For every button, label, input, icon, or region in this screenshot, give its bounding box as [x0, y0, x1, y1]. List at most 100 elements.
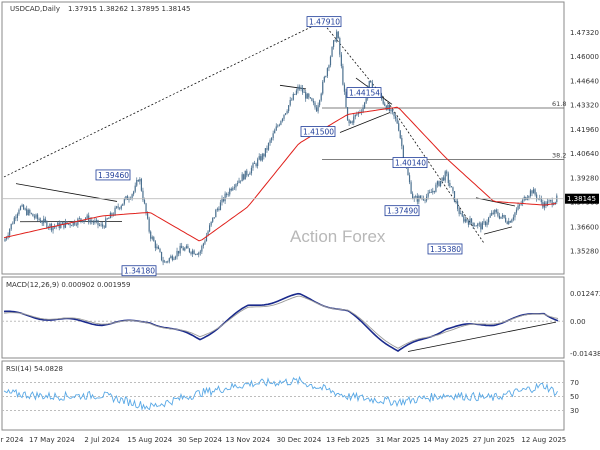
candle-body [486, 222, 488, 226]
candle-body [436, 181, 439, 185]
candle-body [66, 221, 68, 224]
symbol-title: USDCAD,Daily [10, 5, 60, 13]
time-axis-tick: 15 Aug 2024 [127, 436, 172, 444]
time-axis-tick: 3 Apr 2024 [0, 436, 24, 444]
candle-body [151, 237, 153, 239]
price-axis-tick: 1.40640 [570, 150, 599, 158]
candle-body [156, 246, 158, 249]
candle-body [308, 93, 310, 98]
candle-body [553, 204, 555, 206]
candle-body [505, 217, 507, 222]
candle-body [145, 203, 147, 214]
candle-body [54, 226, 56, 228]
candle-body [18, 209, 20, 214]
candle-body [346, 107, 349, 120]
candle-body [202, 243, 204, 246]
candle-body [305, 92, 307, 99]
candle-body [408, 175, 411, 183]
candle-body [429, 192, 431, 193]
candle-body [128, 198, 130, 200]
candle-body [199, 251, 201, 253]
time-axis-tick: 30 Dec 2024 [277, 436, 322, 444]
candle-body [250, 167, 253, 174]
candle-body [176, 250, 178, 257]
candle-body [168, 258, 170, 262]
candle-body [16, 213, 18, 218]
candle-body [72, 221, 74, 226]
price-annotation-label: 1.40140 [395, 159, 426, 168]
candle-body [288, 105, 290, 112]
candle-body [488, 217, 490, 223]
candle-body [167, 261, 169, 263]
price-annotation-label: 1.37490 [387, 207, 418, 216]
candle-body [500, 216, 502, 219]
candle-body [320, 93, 322, 101]
candle-body [412, 193, 414, 199]
candle-body [143, 199, 146, 204]
candle-body [548, 200, 550, 202]
candle-body [117, 206, 119, 208]
candle-body [447, 173, 449, 183]
candle-body [463, 216, 465, 222]
candle-body [532, 189, 535, 194]
candle-body [33, 216, 36, 218]
candle-body [298, 86, 301, 89]
candle-body [41, 222, 43, 224]
candle-body [63, 222, 65, 228]
candle-body [27, 209, 29, 216]
candle-body [348, 119, 350, 124]
candle-body [522, 199, 524, 204]
candle-body [229, 188, 231, 195]
candle-body [491, 212, 493, 216]
candle-body [415, 196, 417, 198]
price-annotation-box [121, 265, 157, 277]
current-price-badge [565, 193, 599, 204]
candle-body [534, 189, 536, 195]
candle-body [281, 118, 284, 121]
candle-body [38, 218, 40, 221]
candle-body [210, 221, 212, 226]
candle-body [517, 205, 519, 210]
candle-body [529, 190, 532, 197]
candle-body [191, 250, 194, 254]
candle-body [35, 214, 37, 218]
candle-body [364, 102, 366, 108]
candle-body [212, 217, 214, 222]
candle-body [181, 245, 183, 249]
signal-line [3, 295, 559, 349]
ohlc-readout: 1.37915 1.38262 1.37895 1.38145 [68, 5, 190, 13]
candle-body [114, 207, 116, 215]
candle-body [164, 261, 166, 263]
candle-body [261, 154, 263, 161]
candle-body [419, 195, 421, 199]
candle-body [536, 194, 538, 199]
price-annotation-box [306, 16, 342, 28]
candle-body [5, 237, 8, 240]
candle-body [430, 192, 432, 193]
candle-body [26, 208, 28, 216]
candle-body [441, 177, 443, 181]
candle-body [336, 31, 338, 42]
candle-body [116, 206, 118, 208]
candle-body [136, 180, 138, 186]
time-axis-tick: 17 May 2024 [29, 436, 75, 444]
candle-body [40, 220, 42, 223]
candle-body [469, 218, 471, 225]
fib-level-label: 61.8 [552, 100, 566, 108]
candle-body [201, 245, 203, 252]
candle-body [342, 66, 344, 85]
candle-body [30, 213, 32, 214]
candle-body [258, 156, 260, 160]
candle-body [205, 235, 208, 242]
time-axis-tick: 27 Jun 2025 [473, 436, 515, 444]
candle-body [55, 226, 57, 228]
candle-body [540, 197, 542, 203]
candle-body [470, 218, 473, 223]
candle-body [339, 38, 341, 55]
candle-body [371, 82, 373, 92]
candle-body [160, 251, 163, 261]
triangle-upper [279, 84, 307, 90]
price-axis-tick: 1.36600 [570, 223, 599, 231]
candle-body [246, 170, 248, 176]
candle-body [257, 159, 259, 166]
